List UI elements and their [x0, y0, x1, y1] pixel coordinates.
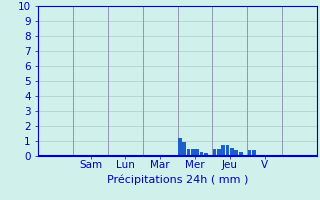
Bar: [230, 148, 234, 156]
Bar: [248, 150, 251, 156]
Bar: [182, 142, 186, 156]
X-axis label: Précipitations 24h ( mm ): Précipitations 24h ( mm ): [107, 174, 248, 185]
Bar: [221, 145, 225, 156]
Bar: [239, 152, 243, 156]
Bar: [213, 148, 216, 156]
Bar: [200, 152, 204, 156]
Bar: [187, 148, 190, 156]
Bar: [204, 153, 208, 156]
Bar: [191, 148, 195, 156]
Bar: [235, 150, 238, 156]
Bar: [226, 145, 229, 156]
Bar: [217, 148, 221, 156]
Bar: [178, 138, 182, 156]
Bar: [195, 148, 199, 156]
Bar: [252, 150, 256, 156]
